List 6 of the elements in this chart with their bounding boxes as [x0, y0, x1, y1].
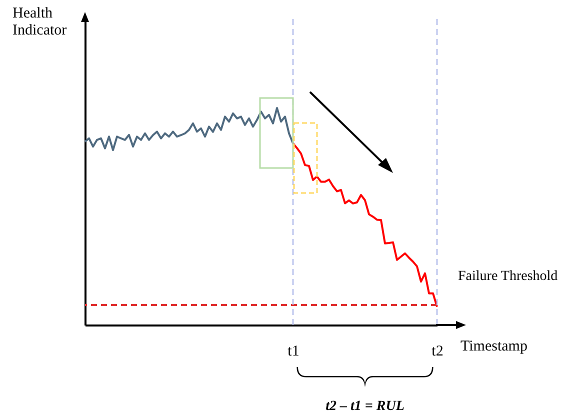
y-axis-title: Health Indicator — [12, 6, 67, 38]
x-tick-label: t2 — [432, 344, 444, 360]
text: t2 – t1 = RUL — [326, 399, 404, 414]
x-axis-title: Timestamp — [460, 338, 528, 354]
ref-line-label: Failure Threshold — [458, 269, 558, 284]
x-tick-label: t1 — [288, 344, 300, 360]
